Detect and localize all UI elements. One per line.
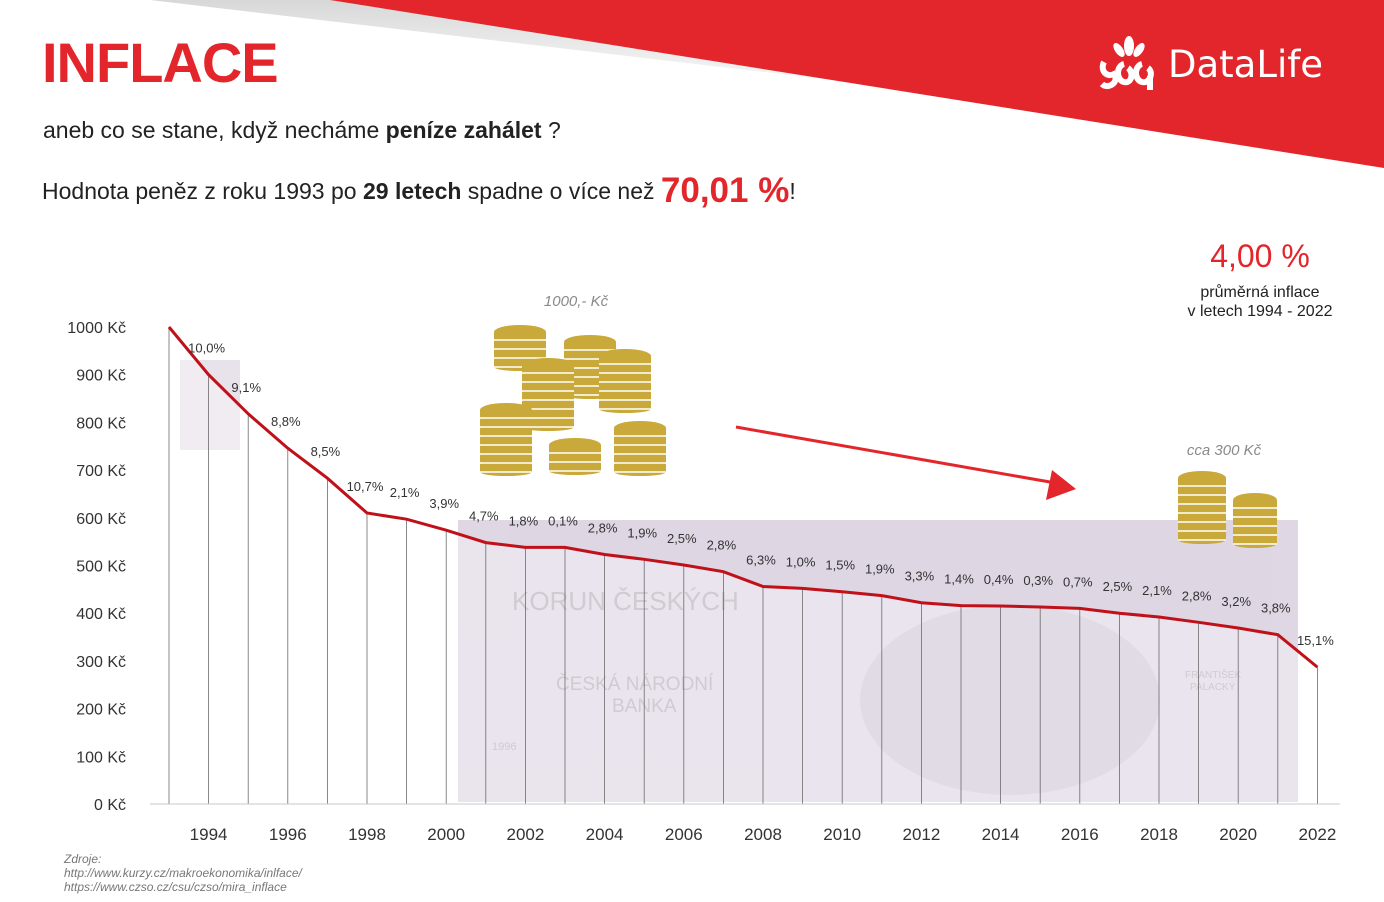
y-tick-label: 0 Kč [94,797,126,814]
headline-value: 70,01 % [660,171,790,210]
year-gridlines [168,327,1318,804]
header-banner [150,0,1384,172]
inflation-label: 0,1% [548,513,578,528]
average-inflation-label-2: v letech 1994 - 2022 [1187,303,1333,320]
inflation-label: 3,8% [1261,601,1291,616]
brand-name: DataLife [1168,42,1324,86]
inflation-labels: 10,0% 9,1% 8,8% 8,5% 10,7% 2,1% 3,9% 4,7% 1,8% 0,… [188,341,1334,648]
inflation-label: 6,3% [746,552,776,567]
y-axis-ticks: 0 Kč 100 Kč 200 Kč 300 Kč 400 Kč 500 Kč 600 Kč… [67,320,126,814]
coin-stacks-large-icon [480,325,666,476]
inflation-label: 9,1% [231,380,261,395]
subtitle-text: aneb co se stane, když necháme [43,117,386,143]
x-tick-label: 2012 [902,825,940,844]
headline-mid: spadne o více než [461,178,661,204]
subtitle: aneb co se stane, když necháme peníze za… [43,117,561,144]
x-tick-label: 1996 [269,825,307,844]
decline-arrow-icon [735,425,1076,500]
inflation-label: 2,8% [588,521,618,536]
subtitle-emphasis: peníze zahálet [385,117,542,143]
inflation-label: 2,1% [1142,583,1172,598]
banknote-background: KORUN ČESKÝCH ČESKÁ NÁRODNÍ BANKA FRANTI… [180,360,1298,802]
subtitle-end: ? [541,117,561,143]
inflation-label: 1,9% [627,525,657,540]
page-title: INFLACE [42,31,279,94]
y-tick-label: 400 Kč [76,606,126,623]
banknote-text-1: KORUN ČESKÝCH [512,586,739,616]
inflation-label: 3,9% [429,496,459,511]
sources-label: Zdroje: [64,852,102,866]
headline-end: ! [789,178,796,204]
inflation-label: 1,0% [786,554,816,569]
inflation-label: 2,1% [390,485,420,500]
inflation-label: 10,7% [347,479,384,494]
x-tick-label: 2020 [1219,825,1257,844]
headline-years: 29 letech [362,178,462,204]
inflation-label: 4,7% [469,509,499,524]
inflation-label: 0,4% [984,572,1014,587]
inflation-label: 2,8% [707,538,737,553]
y-tick-label: 600 Kč [76,511,126,528]
average-inflation-value: 4,00 % [1210,238,1310,274]
x-tick-label: 2016 [1061,825,1099,844]
x-tick-label: 2006 [665,825,703,844]
inflation-label: 1,5% [825,558,855,573]
y-tick-label: 1000 Kč [67,320,126,337]
coin-stacks-small-icon [1178,471,1277,548]
average-inflation: 4,00 % průměrná inflace v letech 1994 - … [1165,238,1355,321]
banknote-text-6: 1996 [492,741,516,753]
inflation-label: 10,0% [188,341,225,356]
banknote-text-5: PALACKÝ [1190,680,1236,693]
source-link-czso[interactable]: https://www.czso.cz/csu/czso/mira_inflac… [64,880,287,894]
inflation-label: 8,5% [311,444,341,459]
y-tick-label: 500 Kč [76,559,126,576]
end-amount-label: cca 300 Kč [1187,442,1262,459]
y-tick-label: 900 Kč [76,368,126,385]
x-tick-label: 2018 [1140,825,1178,844]
x-tick-label: 1998 [348,825,386,844]
source-link-kurzy[interactable]: http://www.kurzy.cz/makroekonomika/inlfa… [64,866,302,880]
x-tick-label: 2000 [427,825,465,844]
x-tick-label: 2002 [506,825,544,844]
inflation-label: 15,1% [1297,633,1334,648]
inflation-label: 3,3% [905,569,935,584]
sources: Zdroje: http://www.kurzy.cz/makroekonomi… [64,852,302,894]
inflation-label: 2,8% [1182,588,1212,603]
x-tick-label: 1994 [190,825,228,844]
x-tick-label: 2014 [982,825,1020,844]
banknote-text-2: ČESKÁ NÁRODNÍ [556,673,714,695]
banknote-text-4: FRANTIŠEK [1185,668,1241,681]
y-tick-label: 300 Kč [76,654,126,671]
x-tick-label: 2008 [744,825,782,844]
y-tick-label: 700 Kč [76,463,126,480]
inflation-label: 3,2% [1221,594,1251,609]
headline-text: Hodnota peněz z roku 1993 po [42,178,363,204]
x-tick-label: 2022 [1298,825,1336,844]
y-tick-label: 800 Kč [76,415,126,432]
x-axis-ticks: 1994 1996 1998 2000 2002 2004 2006 2008 2010 2012… [190,825,1337,844]
start-amount-label: 1000,- Kč [544,293,609,310]
inflation-label: 8,8% [271,414,301,429]
value-line [167,326,1319,669]
inflation-label: 2,5% [1103,579,1133,594]
inflation-label: 0,7% [1063,574,1093,589]
inflation-label: 1,4% [944,572,974,587]
headline: Hodnota peněz z roku 1993 po 29 letech s… [42,171,796,211]
brand-logo: DataLife [1098,36,1323,92]
inflation-label: 0,3% [1023,573,1053,588]
flower-logo-icon [1099,36,1154,90]
y-tick-label: 100 Kč [76,749,126,766]
inflation-label: 2,5% [667,531,697,546]
inflation-label: 1,8% [509,513,539,528]
y-tick-label: 200 Kč [76,702,126,719]
average-inflation-label-1: průměrná inflace [1200,284,1320,301]
x-tick-label: 2004 [586,825,624,844]
x-tick-label: 2010 [823,825,861,844]
inflation-label: 1,9% [865,562,895,577]
value-area [169,327,1318,804]
